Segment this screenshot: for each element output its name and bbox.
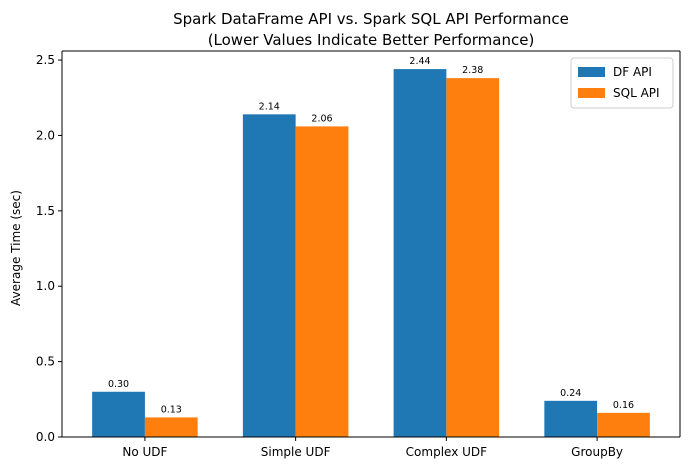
data-label: 2.44 xyxy=(409,56,430,67)
y-tick-label: 1.5 xyxy=(36,204,55,218)
bar-sql-api-0 xyxy=(144,417,198,437)
x-tick-label: Complex UDF xyxy=(406,445,487,459)
y-tick-label: 2.5 xyxy=(36,53,55,67)
bar-sql-api-1 xyxy=(295,126,349,437)
legend-swatch-df-api xyxy=(578,67,605,77)
x-tick-label: No UDF xyxy=(122,445,167,459)
bar-df-api-0 xyxy=(92,391,145,437)
bar-sql-api-2 xyxy=(446,78,500,437)
y-tick-label: 0.0 xyxy=(36,430,55,444)
bar-sql-api-3 xyxy=(597,412,650,437)
chart-subtitle: (Lower Values Indicate Better Performanc… xyxy=(208,31,535,49)
bar-df-api-2 xyxy=(393,69,447,437)
data-label: 0.24 xyxy=(560,388,581,399)
data-label: 2.06 xyxy=(311,113,332,124)
bar-df-api-3 xyxy=(544,400,598,437)
data-label: 2.38 xyxy=(462,65,483,76)
data-label: 0.30 xyxy=(108,379,129,390)
legend-swatch-sql-api xyxy=(578,88,605,98)
legend-label: SQL API xyxy=(613,86,660,100)
chart-title: Spark DataFrame API vs. Spark SQL API Pe… xyxy=(173,10,569,28)
data-label: 2.14 xyxy=(259,101,280,112)
y-tick-label: 0.5 xyxy=(36,355,55,369)
legend-label: DF API xyxy=(613,65,652,79)
y-tick-label: 2.0 xyxy=(36,128,55,142)
data-label: 0.16 xyxy=(613,400,634,411)
y-axis-label: Average Time (sec) xyxy=(9,190,23,306)
y-tick-label: 1.0 xyxy=(36,279,55,293)
data-label: 0.13 xyxy=(161,404,182,415)
x-tick-label: GroupBy xyxy=(571,445,623,459)
bar-df-api-1 xyxy=(242,114,296,437)
x-tick-label: Simple UDF xyxy=(261,445,331,459)
